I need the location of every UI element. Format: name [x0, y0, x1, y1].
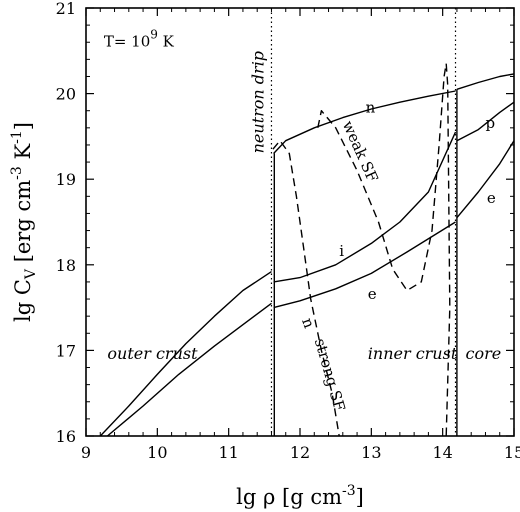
neutron-drip-label: neutron drip [248, 51, 267, 153]
x-tick-label: 10 [147, 443, 167, 462]
series-line [273, 131, 457, 283]
series-line-i [99, 271, 272, 437]
y-tick-label: 16 [56, 427, 76, 446]
x-tick-label: 11 [218, 443, 238, 462]
curve-label-n-dashed: n [298, 315, 318, 331]
series-line-n [272, 140, 340, 437]
series-line-p [456, 101, 515, 142]
region-label-outer-crust: outer crust [107, 344, 198, 363]
curve-label-p: p [485, 114, 495, 132]
x-tick-label: 9 [81, 443, 91, 462]
y-tick-label: 18 [56, 256, 76, 275]
curve-label-weak-sf: weak SF [339, 118, 382, 185]
series-line-e [106, 302, 272, 437]
x-tick-label: 12 [290, 443, 310, 462]
x-axis-title: lg ρ [g cm-3] [236, 483, 364, 509]
region-label-core: core [465, 344, 501, 363]
series-line [273, 221, 456, 309]
series-line [317, 62, 451, 437]
curve-label-strong-sf: strong SF [311, 336, 349, 413]
y-tick-label: 20 [56, 85, 76, 104]
series-line [456, 140, 515, 219]
y-axis-title: lg CV [erg cm-3 K-1] [9, 122, 39, 322]
plot-area: 9 10 11 12 13 14 15 16 17 18 19 20 21 T= 109 K outer c… [9, 0, 520, 509]
x-tick-label: 13 [361, 443, 381, 462]
x-tick-label: 14 [432, 443, 452, 462]
y-tick-label: 17 [56, 341, 76, 360]
x-tick-label: 15 [504, 443, 520, 462]
curve-label-n: n [366, 98, 376, 116]
series-line [456, 73, 515, 90]
curve-label-e: e [368, 285, 377, 303]
y-tick-label: 19 [56, 170, 76, 189]
curve-label-i: i [339, 242, 344, 260]
series-line-n [273, 90, 456, 154]
y-tick-label: 21 [56, 0, 76, 18]
curve-label-e-core: e [487, 189, 496, 207]
region-label-inner-crust: inner crust [368, 344, 458, 363]
temperature-annotation: T= 109 K [104, 28, 175, 51]
